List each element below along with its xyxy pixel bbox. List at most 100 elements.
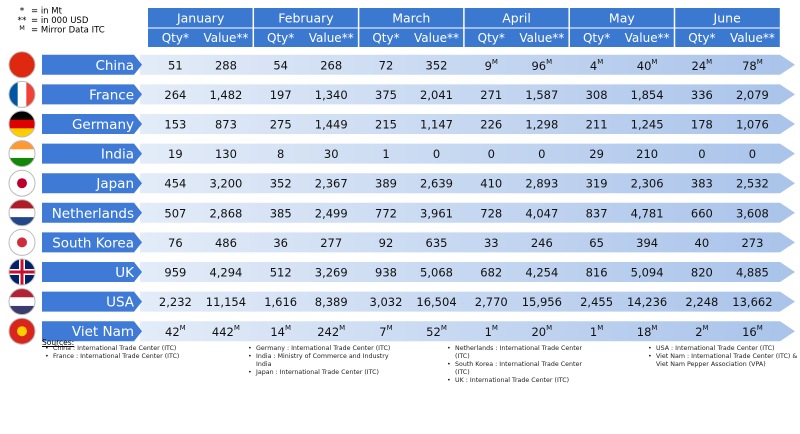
cell: 837 [586, 206, 608, 220]
cell: 1,245 [631, 118, 664, 132]
cell: 2,367 [315, 177, 348, 191]
flag-stripe [9, 297, 35, 307]
cell: 273 [741, 236, 763, 250]
cell-note: M [180, 324, 186, 332]
column-header: Value** [414, 31, 459, 45]
cell: 308 [586, 88, 608, 102]
cell-value: 4 [590, 58, 597, 72]
row-band [140, 114, 795, 134]
cell: 29 [589, 147, 604, 161]
country-label: Viet Nam [72, 324, 134, 340]
cell: 30 [324, 147, 339, 161]
cell: 454 [164, 177, 186, 191]
source-column: USA : International Trade Center (ITC)Vi… [648, 345, 798, 369]
legend-symbol: * [20, 7, 25, 17]
cell: 1,449 [315, 118, 348, 132]
month-header: January [176, 11, 225, 26]
cell: 816 [586, 266, 608, 280]
cell: 178 [691, 118, 713, 132]
column-header: Qty* [267, 31, 294, 45]
flag-emblem [17, 178, 27, 189]
column-header: Value** [730, 31, 775, 45]
cell: 76 [168, 236, 183, 250]
cell: 772 [375, 206, 397, 220]
cell: 660 [691, 206, 713, 220]
cell: 3,961 [420, 206, 453, 220]
column-header: Value** [519, 31, 564, 45]
flag-rim [8, 80, 36, 108]
cell: 11,154 [206, 295, 246, 309]
cell: 2,455 [580, 295, 613, 309]
source-item: USA : International Trade Center (ITC) [648, 345, 798, 353]
cell: 215 [375, 118, 397, 132]
cell: 2,248 [685, 295, 718, 309]
cell-value: 242 [317, 325, 339, 339]
cell: 92 [379, 236, 394, 250]
cell: 2,893 [525, 177, 558, 191]
cell: 0 [538, 147, 545, 161]
cell: 410 [480, 177, 502, 191]
flag-stripe [9, 128, 35, 137]
flag-rim [8, 110, 36, 138]
cell-value: 24 [692, 58, 707, 72]
cell-note: M [387, 324, 393, 332]
cell-note: M [285, 324, 291, 332]
cell: 4,047 [525, 206, 558, 220]
cell: 512 [270, 266, 292, 280]
cell: 15,956 [522, 295, 562, 309]
flag-rim [8, 51, 36, 79]
flag-emblem [17, 326, 27, 337]
cell-note: M [546, 58, 552, 66]
cell: 319 [586, 177, 608, 191]
cell: 40 [695, 236, 710, 250]
month-header: February [278, 11, 334, 26]
row-band [140, 143, 795, 164]
cell: 277 [320, 236, 342, 250]
cell: 4,781 [631, 206, 664, 220]
cell: 19 [168, 147, 183, 161]
cell: 9M [485, 58, 498, 73]
cell: 7M [379, 324, 392, 339]
cell-value: 96 [531, 58, 546, 72]
cell: 40M [637, 58, 658, 73]
cell: 383 [691, 177, 713, 191]
cell: 5,094 [631, 266, 664, 280]
cell: 1M [590, 324, 603, 339]
cell: 275 [270, 118, 292, 132]
flag-rim [8, 317, 36, 345]
cell: 2,041 [420, 88, 453, 102]
cell: 507 [164, 206, 186, 220]
cell: 268 [320, 58, 342, 72]
cell-note: M [441, 324, 447, 332]
cell: 0 [698, 147, 705, 161]
flag [9, 111, 35, 137]
flag-stripe [9, 111, 35, 121]
cell: 8 [277, 147, 284, 161]
cell: 264 [164, 88, 186, 102]
cell: 246 [531, 236, 553, 250]
cell-note: M [597, 58, 603, 66]
cell: 1,616 [264, 295, 297, 309]
cell-note: M [546, 324, 552, 332]
cell: 3,032 [370, 295, 403, 309]
legend-symbol: M [19, 24, 25, 32]
cell: 52M [426, 324, 447, 339]
flag [9, 170, 35, 197]
cell: 2,499 [315, 206, 348, 220]
cell: 65 [589, 236, 604, 250]
cell: 5,068 [420, 266, 453, 280]
cell: 1,076 [736, 118, 769, 132]
flag-rim [8, 199, 36, 227]
cell-note: M [703, 324, 709, 332]
country-box [42, 84, 142, 105]
flag [9, 259, 35, 285]
flag-emblem [17, 237, 27, 248]
cell: 820 [691, 266, 713, 280]
country-label: France [89, 87, 134, 103]
country-box [42, 321, 142, 342]
cell-note: M [234, 324, 240, 332]
country-box [42, 291, 142, 312]
cell: 682 [480, 266, 502, 280]
